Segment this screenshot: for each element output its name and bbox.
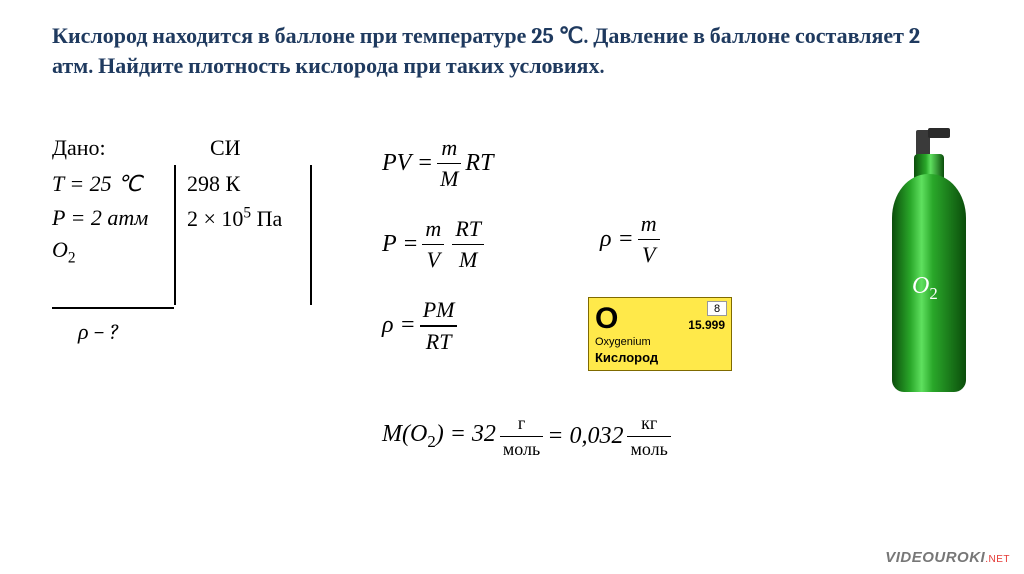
find-quantity: ρ − ? (78, 319, 118, 345)
given-temperature: T = 25 ℃ (52, 171, 167, 197)
si-label: СИ (210, 135, 241, 161)
periodic-element-card: O 8 15.999 Oxygenium Кислород (588, 297, 732, 371)
derivation-block: PV = mM RT P = mV RTM ρ = PMRT (382, 135, 493, 379)
content-area: Дано: СИ T = 25 ℃ 298 К P = 2 атм 2 × 10… (52, 135, 972, 555)
cylinder-knob (928, 128, 950, 138)
given-pressure: P = 2 атм (52, 205, 167, 231)
element-mass: 15.999 (688, 318, 725, 332)
gas-cylinder-icon: O2 (884, 118, 974, 396)
divider-vertical-1 (174, 165, 176, 305)
element-russian: Кислород (595, 350, 658, 365)
title-pre: Кислород находится в баллоне при темпера… (52, 23, 531, 49)
cylinder-label: O2 (912, 273, 938, 304)
watermark-brand: VIDEOUROKI (885, 549, 985, 566)
watermark-suffix: .NET (985, 554, 1010, 565)
watermark: VIDEOUROKI.NET (885, 549, 1010, 566)
element-number: 8 (707, 301, 727, 316)
eq-ideal-gas: PV = mM RT (382, 135, 493, 192)
eq-pressure: P = mV RTM (382, 216, 493, 273)
divider-vertical-2 (310, 165, 312, 305)
title-mid1: . Давление в баллоне составляет (583, 23, 908, 49)
molar-mass-line: M(O2) = 32 гмоль = 0,032 кгмоль (382, 413, 675, 460)
given-pressure-si: 2 × 105 Па (187, 204, 307, 231)
problem-title: Кислород находится в баллоне при темпера… (52, 22, 932, 81)
given-temperature-si: 298 К (187, 171, 307, 197)
eq-density-definition: ρ = mV (600, 211, 664, 292)
divider-horizontal (52, 307, 174, 309)
title-temperature: 25 ℃ (531, 23, 583, 49)
element-symbol: O (595, 302, 618, 336)
given-block: Дано: СИ T = 25 ℃ 298 К P = 2 атм 2 × 10… (52, 135, 307, 269)
given-gas: O2 (52, 237, 167, 267)
element-latin: Oxygenium (595, 336, 651, 348)
eq-density-final: ρ = PMRT (382, 297, 493, 354)
given-label: Дано: (52, 135, 307, 161)
title-mid2: . Найдите плотность кислорода при таких … (88, 53, 604, 79)
